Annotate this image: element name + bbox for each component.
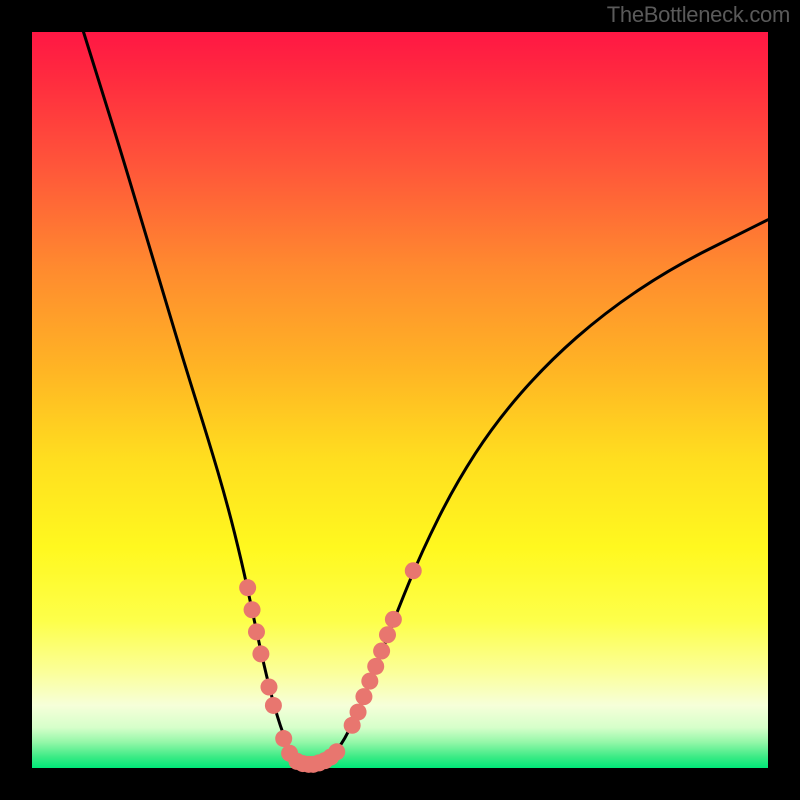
series-dot bbox=[244, 601, 261, 618]
series-dot bbox=[275, 730, 292, 747]
series-dot bbox=[373, 642, 390, 659]
series-dot bbox=[260, 679, 277, 696]
series-dot bbox=[248, 623, 265, 640]
watermark-text: TheBottleneck.com bbox=[607, 2, 790, 28]
series-dot bbox=[328, 743, 345, 760]
series-dot bbox=[350, 704, 367, 721]
series-dot bbox=[367, 658, 384, 675]
series-dot bbox=[385, 611, 402, 628]
series-dots-group bbox=[239, 562, 422, 773]
bottleneck-curve-layer bbox=[32, 32, 768, 768]
v-curve-path bbox=[84, 32, 768, 764]
series-dot bbox=[379, 626, 396, 643]
series-dot bbox=[265, 697, 282, 714]
series-dot bbox=[355, 688, 372, 705]
series-dot bbox=[252, 645, 269, 662]
series-dot bbox=[405, 562, 422, 579]
plot-area bbox=[32, 32, 768, 768]
series-dot bbox=[361, 673, 378, 690]
series-dot bbox=[239, 579, 256, 596]
